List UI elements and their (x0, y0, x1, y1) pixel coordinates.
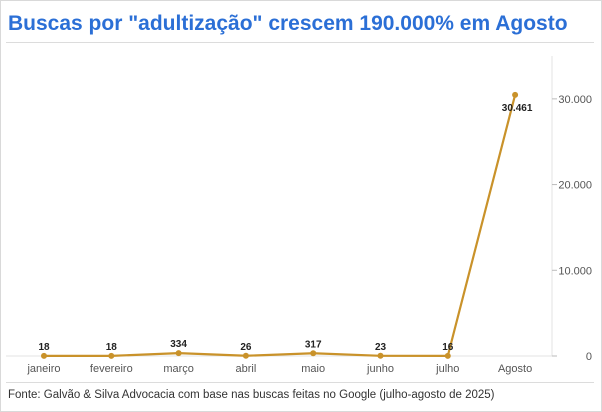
y-tick-label: 20.000 (558, 180, 592, 192)
data-point (444, 352, 451, 359)
x-tick-label: março (163, 363, 194, 375)
data-point (310, 350, 317, 357)
data-label: 30.461 (502, 103, 533, 114)
line-chart: 0 10.000 20.000 30.000 janeiro fevereiro março… (6, 56, 592, 375)
source-note: Fonte: Galvão & Silva Advocacia com base… (8, 389, 495, 401)
x-tick-label: janeiro (26, 363, 60, 375)
data-label: 26 (240, 342, 252, 353)
footer-divider (6, 382, 594, 383)
chart-title: Buscas por "adultização" crescem 190.000… (8, 12, 568, 35)
data-label: 23 (375, 342, 387, 353)
data-point (377, 352, 384, 359)
x-tick-label: julho (435, 363, 459, 375)
data-label: 16 (442, 342, 454, 353)
y-tick-label: 30.000 (558, 94, 592, 106)
y-tick-label: 0 (586, 351, 592, 363)
data-label: 18 (38, 342, 50, 353)
data-point (41, 352, 47, 359)
data-point (108, 352, 115, 359)
title-divider (6, 42, 594, 43)
series-line (44, 94, 517, 357)
x-tick-label: abril (236, 363, 257, 375)
x-tick-label: Agosto (498, 363, 532, 375)
data-point (242, 352, 249, 359)
y-tick-label: 10.000 (558, 265, 592, 277)
data-label: 334 (170, 339, 187, 350)
x-tick-label: junho (366, 363, 394, 375)
x-tick-label: maio (301, 363, 325, 375)
data-label: 18 (106, 342, 118, 353)
data-label: 317 (305, 339, 322, 350)
x-tick-label: fevereiro (90, 363, 133, 375)
data-point (175, 350, 182, 357)
data-point (512, 91, 519, 98)
